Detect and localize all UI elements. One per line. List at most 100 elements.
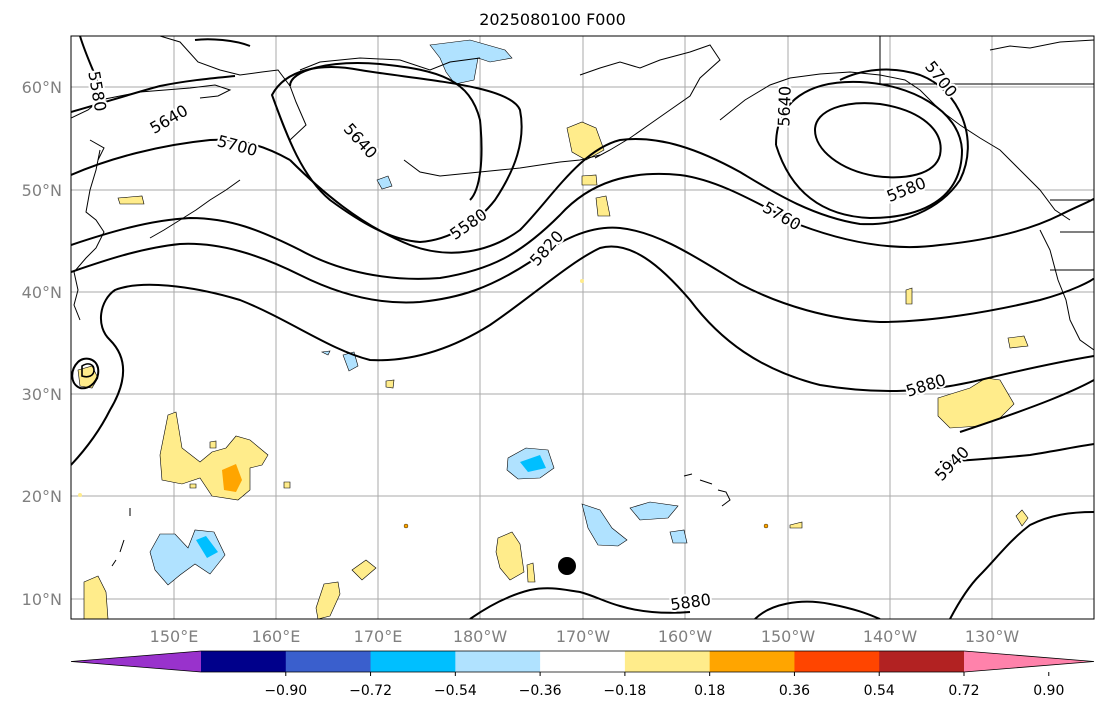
hawaii-islands (683, 473, 731, 507)
longitude-labels: 150°E 160°E 170°E 180°W 170°W 160°W 150°… (150, 627, 1020, 646)
colorbar: −0.90 −0.72 −0.54 −0.36 −0.18 0.18 0.36 0.54 0.7… (70, 650, 1095, 699)
contour-5580-east (813, 102, 942, 179)
alaska-south-coast (719, 71, 1071, 221)
kuril-islands (149, 179, 241, 239)
contour-5880-south (469, 587, 691, 619)
height-contours (71, 36, 1094, 619)
negative-area (581, 503, 628, 547)
lat-label: 30°N (22, 385, 62, 404)
positive-area (495, 531, 525, 581)
colorbar-tick-label: 0.36 (779, 683, 810, 699)
positive-area (351, 559, 377, 581)
positive-area (937, 377, 1015, 429)
positive-area (905, 287, 913, 305)
canada-coast (1039, 229, 1094, 351)
colorbar-tick-label: −0.90 (264, 683, 307, 699)
lon-label: 150°W (761, 627, 816, 646)
japan-coast (73, 149, 105, 321)
contour-5580-west (79, 36, 101, 89)
location-marker (558, 557, 576, 575)
lon-label: 170°E (354, 627, 403, 646)
colorbar-tick-label: −0.54 (434, 683, 477, 699)
lon-label: 160°W (658, 627, 713, 646)
contour-small-ring (71, 357, 100, 390)
lon-label: 180°W (453, 627, 508, 646)
colorbar-tick-label: 0.18 (694, 683, 725, 699)
aleutians (403, 154, 601, 177)
contour-small-ring-inner (81, 363, 95, 378)
japan-hokkaido (89, 139, 105, 161)
lat-label: 10°N (22, 590, 62, 609)
contour-far-east (949, 511, 1094, 619)
contour-5640-east (775, 80, 964, 220)
contour-5580-low (270, 66, 523, 244)
negative-strong-area (196, 536, 218, 558)
colorbar-segment (794, 651, 880, 672)
lat-label: 20°N (22, 487, 62, 506)
negative-strong-area (520, 455, 546, 472)
siberia-coast (159, 36, 307, 141)
positive-area (385, 379, 395, 389)
colorbar-extend-high (964, 651, 1094, 672)
contour-5820 (71, 226, 1094, 324)
positive-area (595, 195, 611, 217)
positive-area (526, 562, 536, 583)
negative-area (669, 529, 688, 544)
contour-5700-mid (289, 68, 969, 254)
contour-south-east (754, 600, 881, 619)
lon-label: 130°W (965, 627, 1020, 646)
contour-upper-loop (194, 38, 251, 47)
positive-area (315, 581, 341, 619)
colorbar-tick-label: 0.90 (1033, 683, 1064, 699)
colorbar-tick-label: −0.72 (349, 683, 392, 699)
coastlines (71, 36, 1094, 567)
lat-label: 50°N (22, 181, 62, 200)
kamchatka-coast (71, 84, 232, 119)
positive-area (283, 481, 291, 489)
colorbar-outline (70, 650, 1095, 673)
latitude-labels: 60°N 50°N 40°N 30°N 20°N 10°N (22, 78, 62, 609)
gridlines (71, 36, 1094, 619)
colorbar-segment (540, 651, 626, 672)
colorbar-segment (879, 651, 965, 672)
lon-label: 150°E (150, 627, 199, 646)
anomaly-shading (77, 39, 1029, 619)
positive-area (1015, 509, 1029, 527)
contour-5760 (71, 172, 1094, 280)
contour-5700-west (71, 138, 291, 176)
positive-strong-area (222, 464, 242, 492)
colorbar-tick-label: −0.18 (603, 683, 646, 699)
colorbar-tick-label: 0.54 (864, 683, 895, 699)
mariana-islands (111, 508, 131, 567)
positive-area (1007, 335, 1029, 349)
plot-frame (70, 35, 1095, 620)
lat-label: 60°N (22, 78, 62, 97)
lon-label: 140°W (863, 627, 918, 646)
contour-5880 (71, 245, 1094, 466)
north-coast-top (989, 39, 1094, 51)
colorbar-tick-label: −0.36 (519, 683, 562, 699)
positive-area (83, 575, 109, 619)
colorbar-extend-low (71, 651, 201, 672)
alaska-coast (579, 44, 721, 159)
positive-area (189, 483, 197, 489)
positive-area (566, 121, 605, 161)
colorbar-segment (455, 651, 541, 672)
colorbar-segment (370, 651, 456, 672)
lat-label: 40°N (22, 283, 62, 302)
negative-area (629, 501, 679, 521)
negative-area (376, 175, 393, 190)
contour-5940 (939, 443, 1094, 463)
colorbar-segment (624, 651, 711, 672)
positive-area (581, 174, 598, 186)
map-title: 2025080100 F000 (479, 10, 626, 29)
negative-area (320, 350, 331, 356)
positive-area (789, 521, 803, 529)
lon-label: 160°E (252, 627, 301, 646)
okhotsk-coast (299, 57, 481, 71)
colorbar-segment (709, 651, 795, 672)
lon-label: 170°W (556, 627, 611, 646)
colorbar-tick-label: 0.72 (948, 683, 979, 699)
contour-5940-b (959, 379, 1094, 433)
